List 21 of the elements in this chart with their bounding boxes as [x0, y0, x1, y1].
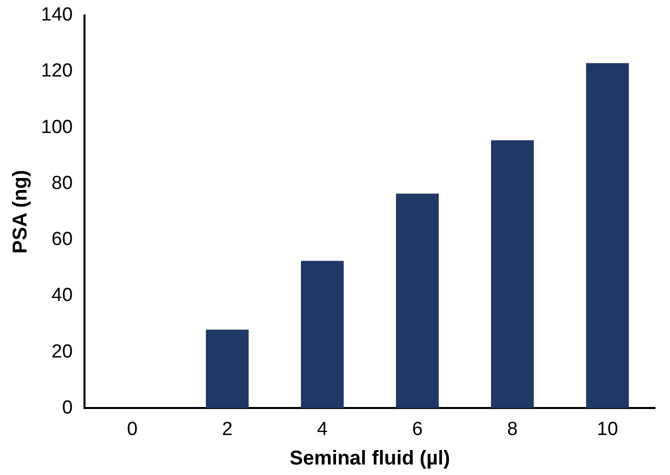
y-tick-label: 40 [52, 285, 73, 306]
y-tick-label: 140 [41, 4, 73, 26]
bar [586, 63, 629, 408]
y-tick-label: 120 [41, 60, 73, 82]
y-tick-label: 100 [41, 116, 73, 138]
y-tick-label: 80 [52, 172, 73, 194]
x-tick-label: 4 [317, 418, 328, 440]
bar [491, 140, 534, 408]
x-tick-label: 2 [222, 418, 233, 440]
bar [396, 194, 439, 408]
y-tick-label: 20 [52, 341, 73, 362]
x-tick-label: 8 [507, 418, 518, 440]
y-tick-label: 60 [52, 229, 73, 250]
x-tick-label: 0 [126, 418, 138, 440]
bar [300, 260, 344, 408]
y-tick-label: 0 [62, 397, 73, 418]
x-tick-label: 6 [412, 418, 423, 440]
y-axis-title: PSA (ng) [10, 170, 32, 254]
bar [206, 330, 249, 408]
x-axis-title: Seminal fluid (µl) [290, 448, 450, 470]
x-tick-label: 10 [596, 418, 618, 440]
